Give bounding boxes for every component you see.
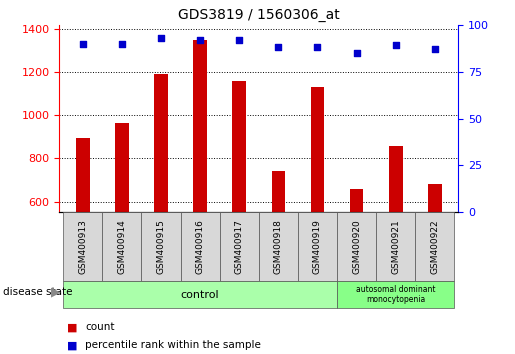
Text: autosomal dominant
monocytopenia: autosomal dominant monocytopenia xyxy=(356,285,436,304)
Point xyxy=(274,45,282,50)
Bar xyxy=(337,281,454,308)
Text: GSM400916: GSM400916 xyxy=(196,219,204,274)
Bar xyxy=(376,212,415,281)
Bar xyxy=(311,87,324,212)
Text: GSM400918: GSM400918 xyxy=(274,219,283,274)
Text: count: count xyxy=(85,322,114,332)
Bar xyxy=(259,212,298,281)
Point xyxy=(431,46,439,52)
Text: GSM400922: GSM400922 xyxy=(431,219,439,274)
Point xyxy=(313,45,321,50)
Text: disease state: disease state xyxy=(3,287,72,297)
Point xyxy=(235,37,244,42)
Text: percentile rank within the sample: percentile rank within the sample xyxy=(85,340,261,350)
Bar xyxy=(428,184,442,212)
Bar xyxy=(63,212,102,281)
Bar xyxy=(154,74,168,212)
Title: GDS3819 / 1560306_at: GDS3819 / 1560306_at xyxy=(178,8,340,22)
Bar xyxy=(63,281,337,308)
Point xyxy=(352,50,360,56)
Text: GSM400913: GSM400913 xyxy=(78,219,87,274)
Text: GSM400914: GSM400914 xyxy=(117,219,126,274)
Text: ■: ■ xyxy=(67,322,77,332)
Text: GSM400920: GSM400920 xyxy=(352,219,361,274)
Bar xyxy=(142,212,181,281)
Bar xyxy=(337,212,376,281)
Bar xyxy=(389,145,403,212)
Text: GSM400917: GSM400917 xyxy=(235,219,244,274)
Text: control: control xyxy=(181,290,219,299)
Point xyxy=(391,42,400,48)
Text: ▶: ▶ xyxy=(50,286,60,298)
Point xyxy=(157,35,165,41)
Bar xyxy=(350,189,364,212)
Bar xyxy=(271,171,285,212)
Point xyxy=(118,41,126,46)
Bar xyxy=(220,212,259,281)
Bar xyxy=(193,40,207,212)
Text: GSM400921: GSM400921 xyxy=(391,219,400,274)
Text: GSM400919: GSM400919 xyxy=(313,219,322,274)
Point xyxy=(79,41,87,46)
Bar xyxy=(76,138,90,212)
Text: GSM400915: GSM400915 xyxy=(157,219,165,274)
Bar xyxy=(232,81,246,212)
Bar xyxy=(415,212,454,281)
Bar xyxy=(102,212,142,281)
Bar xyxy=(181,212,220,281)
Bar xyxy=(115,123,129,212)
Bar xyxy=(298,212,337,281)
Point xyxy=(196,37,204,42)
Text: ■: ■ xyxy=(67,340,77,350)
